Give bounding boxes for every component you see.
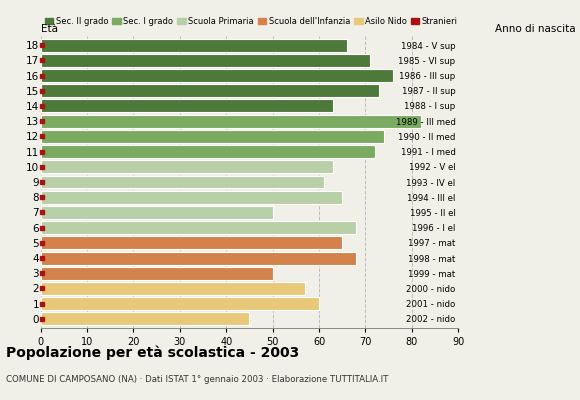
Bar — [41, 130, 384, 143]
Bar — [41, 297, 319, 310]
Bar — [41, 236, 342, 249]
Bar — [41, 191, 342, 204]
Bar — [41, 206, 273, 219]
Bar — [41, 100, 333, 112]
Text: Anno di nascita: Anno di nascita — [495, 24, 575, 34]
Bar — [41, 39, 347, 52]
Bar — [41, 160, 333, 173]
Bar — [41, 145, 375, 158]
Text: Popolazione per età scolastica - 2003: Popolazione per età scolastica - 2003 — [6, 346, 299, 360]
Bar — [41, 252, 356, 264]
Text: Età: Età — [41, 24, 57, 34]
Bar — [41, 84, 379, 97]
Bar — [41, 69, 393, 82]
Bar — [41, 221, 356, 234]
Bar — [41, 282, 305, 295]
Bar — [41, 176, 324, 188]
Bar — [41, 312, 249, 325]
Bar — [41, 115, 421, 128]
Bar — [41, 267, 273, 280]
Legend: Sec. II grado, Sec. I grado, Scuola Primaria, Scuola dell'Infanzia, Asilo Nido, : Sec. II grado, Sec. I grado, Scuola Prim… — [45, 17, 458, 26]
Bar — [41, 54, 370, 67]
Text: COMUNE DI CAMPOSANO (NA) · Dati ISTAT 1° gennaio 2003 · Elaborazione TUTTITALIA.: COMUNE DI CAMPOSANO (NA) · Dati ISTAT 1°… — [6, 375, 388, 384]
